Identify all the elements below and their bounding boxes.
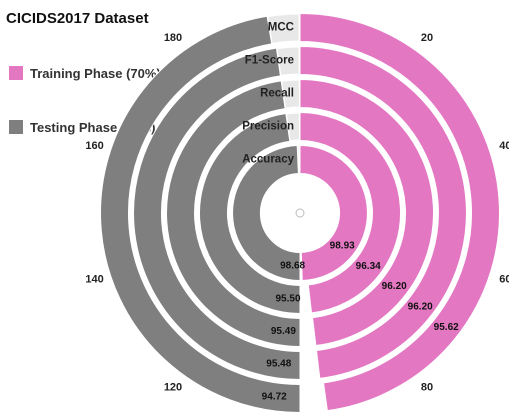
bar-testing-recall	[166, 80, 301, 348]
value-label-testing-3: 95.48	[266, 359, 291, 370]
angular-tick-label-0: 0	[297, 0, 303, 3]
labels: 98.93 98.68 Accuracy 96.34 95.50 Precision 96.…	[85, 0, 509, 402]
value-label-training-4: 95.62	[434, 322, 459, 333]
angular-tick-label-40: 40	[499, 140, 509, 152]
bar-training-mcc	[299, 12, 500, 412]
bar-testing-accuracy	[232, 145, 301, 282]
center-dot	[295, 208, 305, 218]
bar-testing-f1-score	[133, 47, 301, 381]
metric-label-f1-score: F1-Score	[245, 55, 294, 67]
value-label-testing-0: 98.68	[280, 261, 305, 272]
bar-training-recall	[299, 78, 434, 347]
value-label-training-2: 96.20	[382, 281, 407, 292]
value-label-training-1: 96.34	[356, 261, 381, 272]
angular-tick-label-140: 140	[85, 274, 103, 286]
bar-testing-mcc	[100, 15, 301, 414]
legend-swatch-testing	[9, 120, 23, 134]
angular-tick-label-60: 60	[499, 274, 509, 286]
bar-testing-precision	[199, 112, 301, 315]
metric-label-mcc: MCC	[268, 22, 294, 34]
angular-tick-label-20: 20	[421, 32, 433, 44]
bar-training-f1-score	[299, 45, 467, 379]
value-label-testing-1: 95.50	[275, 293, 300, 304]
value-label-testing-4: 94.72	[262, 391, 287, 402]
angular-tick-label-180: 180	[164, 32, 182, 44]
angular-tick-label-120: 120	[164, 382, 182, 394]
angular-tick-label-160: 160	[85, 140, 103, 152]
legend-label-training: Training Phase (70%)	[30, 66, 161, 81]
value-label-training-3: 96.20	[408, 302, 433, 313]
bar-training-precision	[299, 111, 402, 314]
metric-label-recall: Recall	[260, 88, 294, 100]
value-label-training-0: 98.93	[330, 241, 355, 252]
angular-tick-label-80: 80	[421, 382, 433, 394]
metric-label-accuracy: Accuracy	[242, 154, 294, 166]
value-label-testing-2: 95.49	[271, 326, 296, 337]
bars	[100, 12, 500, 414]
metric-label-precision: Precision	[242, 121, 294, 133]
legend-swatch-training	[9, 66, 23, 80]
chart-title: CICIDS2017 Dataset	[6, 10, 149, 27]
bar-training-accuracy	[299, 144, 368, 281]
